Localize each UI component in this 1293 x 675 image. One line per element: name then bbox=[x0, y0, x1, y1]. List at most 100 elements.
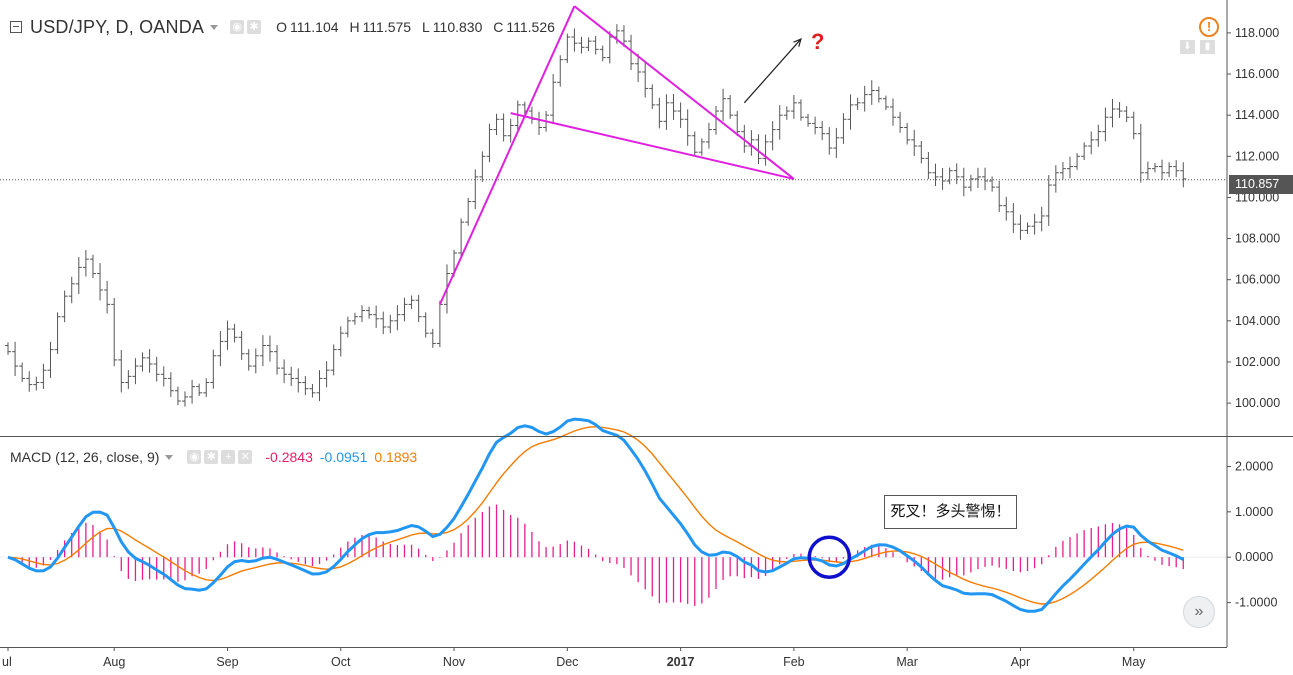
ohlc-bar bbox=[111, 298, 118, 367]
ohlc-bar bbox=[564, 33, 571, 64]
ohlc-bar bbox=[620, 25, 627, 47]
macd-header: MACD (12, 26, close, 9) ◉ ✱ + ✕ -0.2843 … bbox=[10, 449, 417, 465]
ohlc-bar bbox=[939, 168, 946, 190]
ohlc-bar bbox=[359, 305, 365, 323]
ohlc-bar bbox=[196, 383, 203, 396]
ohlc-bar bbox=[82, 249, 89, 277]
y-tick-label: 112.000 bbox=[1235, 149, 1279, 163]
ohlc-bar bbox=[1102, 107, 1109, 142]
ohlc-bar bbox=[890, 98, 896, 126]
ohlc-bar bbox=[1031, 213, 1038, 235]
macd-hist-value: -0.2843 bbox=[265, 449, 313, 465]
chart-header: USD/JPY, D, OANDA ◉ ✱ O 111.104 H 111.575 … bbox=[10, 14, 562, 40]
eye-icon[interactable]: ◉ bbox=[187, 450, 202, 464]
ohlc-bar bbox=[1109, 98, 1116, 128]
move-down-icon[interactable]: ⬇ bbox=[1180, 40, 1195, 54]
y-tick-label: 116.000 bbox=[1235, 67, 1279, 81]
gear-icon[interactable]: ✱ bbox=[247, 20, 262, 34]
ohlc-bar bbox=[429, 328, 436, 348]
x-tick-label: Dec bbox=[556, 655, 578, 669]
y-tick-label: 118.000 bbox=[1235, 26, 1279, 40]
death-cross-circle bbox=[807, 535, 852, 579]
ohlc-bar bbox=[1024, 222, 1031, 235]
ohlc-bar bbox=[401, 297, 408, 322]
close-icon[interactable]: ✕ bbox=[238, 450, 253, 464]
ohlc-bar bbox=[918, 140, 925, 164]
gear-icon[interactable]: ✱ bbox=[204, 450, 219, 464]
y-tick-label: 104.000 bbox=[1235, 314, 1280, 328]
ohlc-bar bbox=[670, 93, 677, 120]
ohlc-bar bbox=[642, 62, 649, 98]
ohlc-bar bbox=[1095, 124, 1102, 147]
pattern-line bbox=[510, 112, 795, 180]
ohlc-bar bbox=[493, 113, 500, 136]
ohlc-bar bbox=[26, 371, 33, 392]
ohlc-bar bbox=[479, 151, 486, 182]
ohlc-bar bbox=[1052, 165, 1059, 193]
ohlc-bar bbox=[217, 331, 224, 367]
ohlc-bar bbox=[805, 113, 812, 127]
ohlc-bar bbox=[472, 169, 479, 210]
ohlc-bar bbox=[727, 95, 734, 119]
ohlc-bar bbox=[1003, 196, 1010, 221]
ohlc-bar bbox=[266, 335, 273, 362]
ohlc-bar bbox=[210, 349, 217, 389]
ohlc-bar bbox=[1116, 102, 1123, 119]
ohlc-bar bbox=[330, 344, 337, 376]
ohlc-bar bbox=[351, 312, 358, 325]
macd-y-tick-label: 1.0000 bbox=[1235, 505, 1273, 519]
macd-signal-value: 0.1893 bbox=[374, 449, 418, 465]
ohlc-bar bbox=[274, 345, 281, 375]
ohlc-bar bbox=[366, 306, 373, 319]
ohlc-bar bbox=[436, 300, 443, 348]
ohlc-bar bbox=[139, 352, 146, 372]
ohlc-bar bbox=[635, 53, 642, 82]
ohlc-bar bbox=[705, 122, 712, 149]
ohlc-bar bbox=[882, 95, 889, 111]
ohlc-bar bbox=[755, 134, 762, 164]
chevron-down-icon[interactable] bbox=[165, 454, 174, 460]
ohlc-readout: O 111.104 H 111.575 L 110.830 C 111.526 bbox=[276, 19, 562, 35]
ohlc-bar bbox=[585, 37, 592, 52]
ohlc-bar bbox=[1059, 161, 1066, 180]
chevron-down-icon[interactable] bbox=[210, 24, 219, 30]
plus-icon[interactable]: + bbox=[221, 450, 236, 464]
ohlc-bar bbox=[904, 122, 911, 145]
ohlc-bar bbox=[691, 131, 698, 157]
ohlc-bar bbox=[1180, 162, 1187, 188]
arrow-head bbox=[793, 38, 802, 47]
ohlc-bar bbox=[153, 356, 160, 382]
ohlc-bar bbox=[1045, 175, 1052, 226]
ohlc-bar bbox=[528, 106, 535, 124]
ohlc-bar bbox=[762, 134, 769, 166]
eye-icon[interactable]: ◉ bbox=[230, 20, 245, 34]
x-tick-label: Sep bbox=[216, 655, 238, 669]
ohlc-bar bbox=[373, 305, 380, 328]
ohlc-bar bbox=[12, 341, 19, 376]
ohlc-bar bbox=[861, 85, 868, 112]
ohlc-bar bbox=[323, 361, 330, 388]
macd-label[interactable]: MACD (12, 26, close, 9) bbox=[10, 449, 160, 465]
ohlc-bar bbox=[408, 295, 415, 310]
ohlc-bar bbox=[557, 55, 564, 87]
x-tick-label: Aug bbox=[103, 655, 125, 669]
symbol-title[interactable]: USD/JPY, D, OANDA bbox=[30, 16, 205, 37]
macd-line bbox=[7, 417, 1184, 613]
alert-icon[interactable]: ! bbox=[1199, 17, 1219, 37]
ohlc-bar bbox=[578, 36, 585, 54]
scroll-forward-icon[interactable]: » bbox=[1183, 596, 1215, 628]
ohlc-bar bbox=[783, 106, 790, 120]
high-label: H bbox=[349, 19, 360, 35]
ohlc-bar bbox=[1010, 203, 1017, 233]
ohlc-bar bbox=[875, 86, 882, 103]
ohlc-bar bbox=[160, 366, 167, 387]
ohlc-bar bbox=[599, 45, 606, 62]
collapse-icon[interactable] bbox=[10, 21, 22, 33]
ohlc-bar bbox=[104, 280, 111, 314]
price-bars bbox=[5, 24, 1187, 407]
ohlc-bar bbox=[1074, 153, 1081, 170]
ohlc-bar bbox=[415, 294, 422, 323]
maximize-icon[interactable]: ▮ bbox=[1200, 40, 1215, 54]
ohlc-bar bbox=[628, 34, 635, 71]
ohlc-bar bbox=[203, 378, 210, 398]
